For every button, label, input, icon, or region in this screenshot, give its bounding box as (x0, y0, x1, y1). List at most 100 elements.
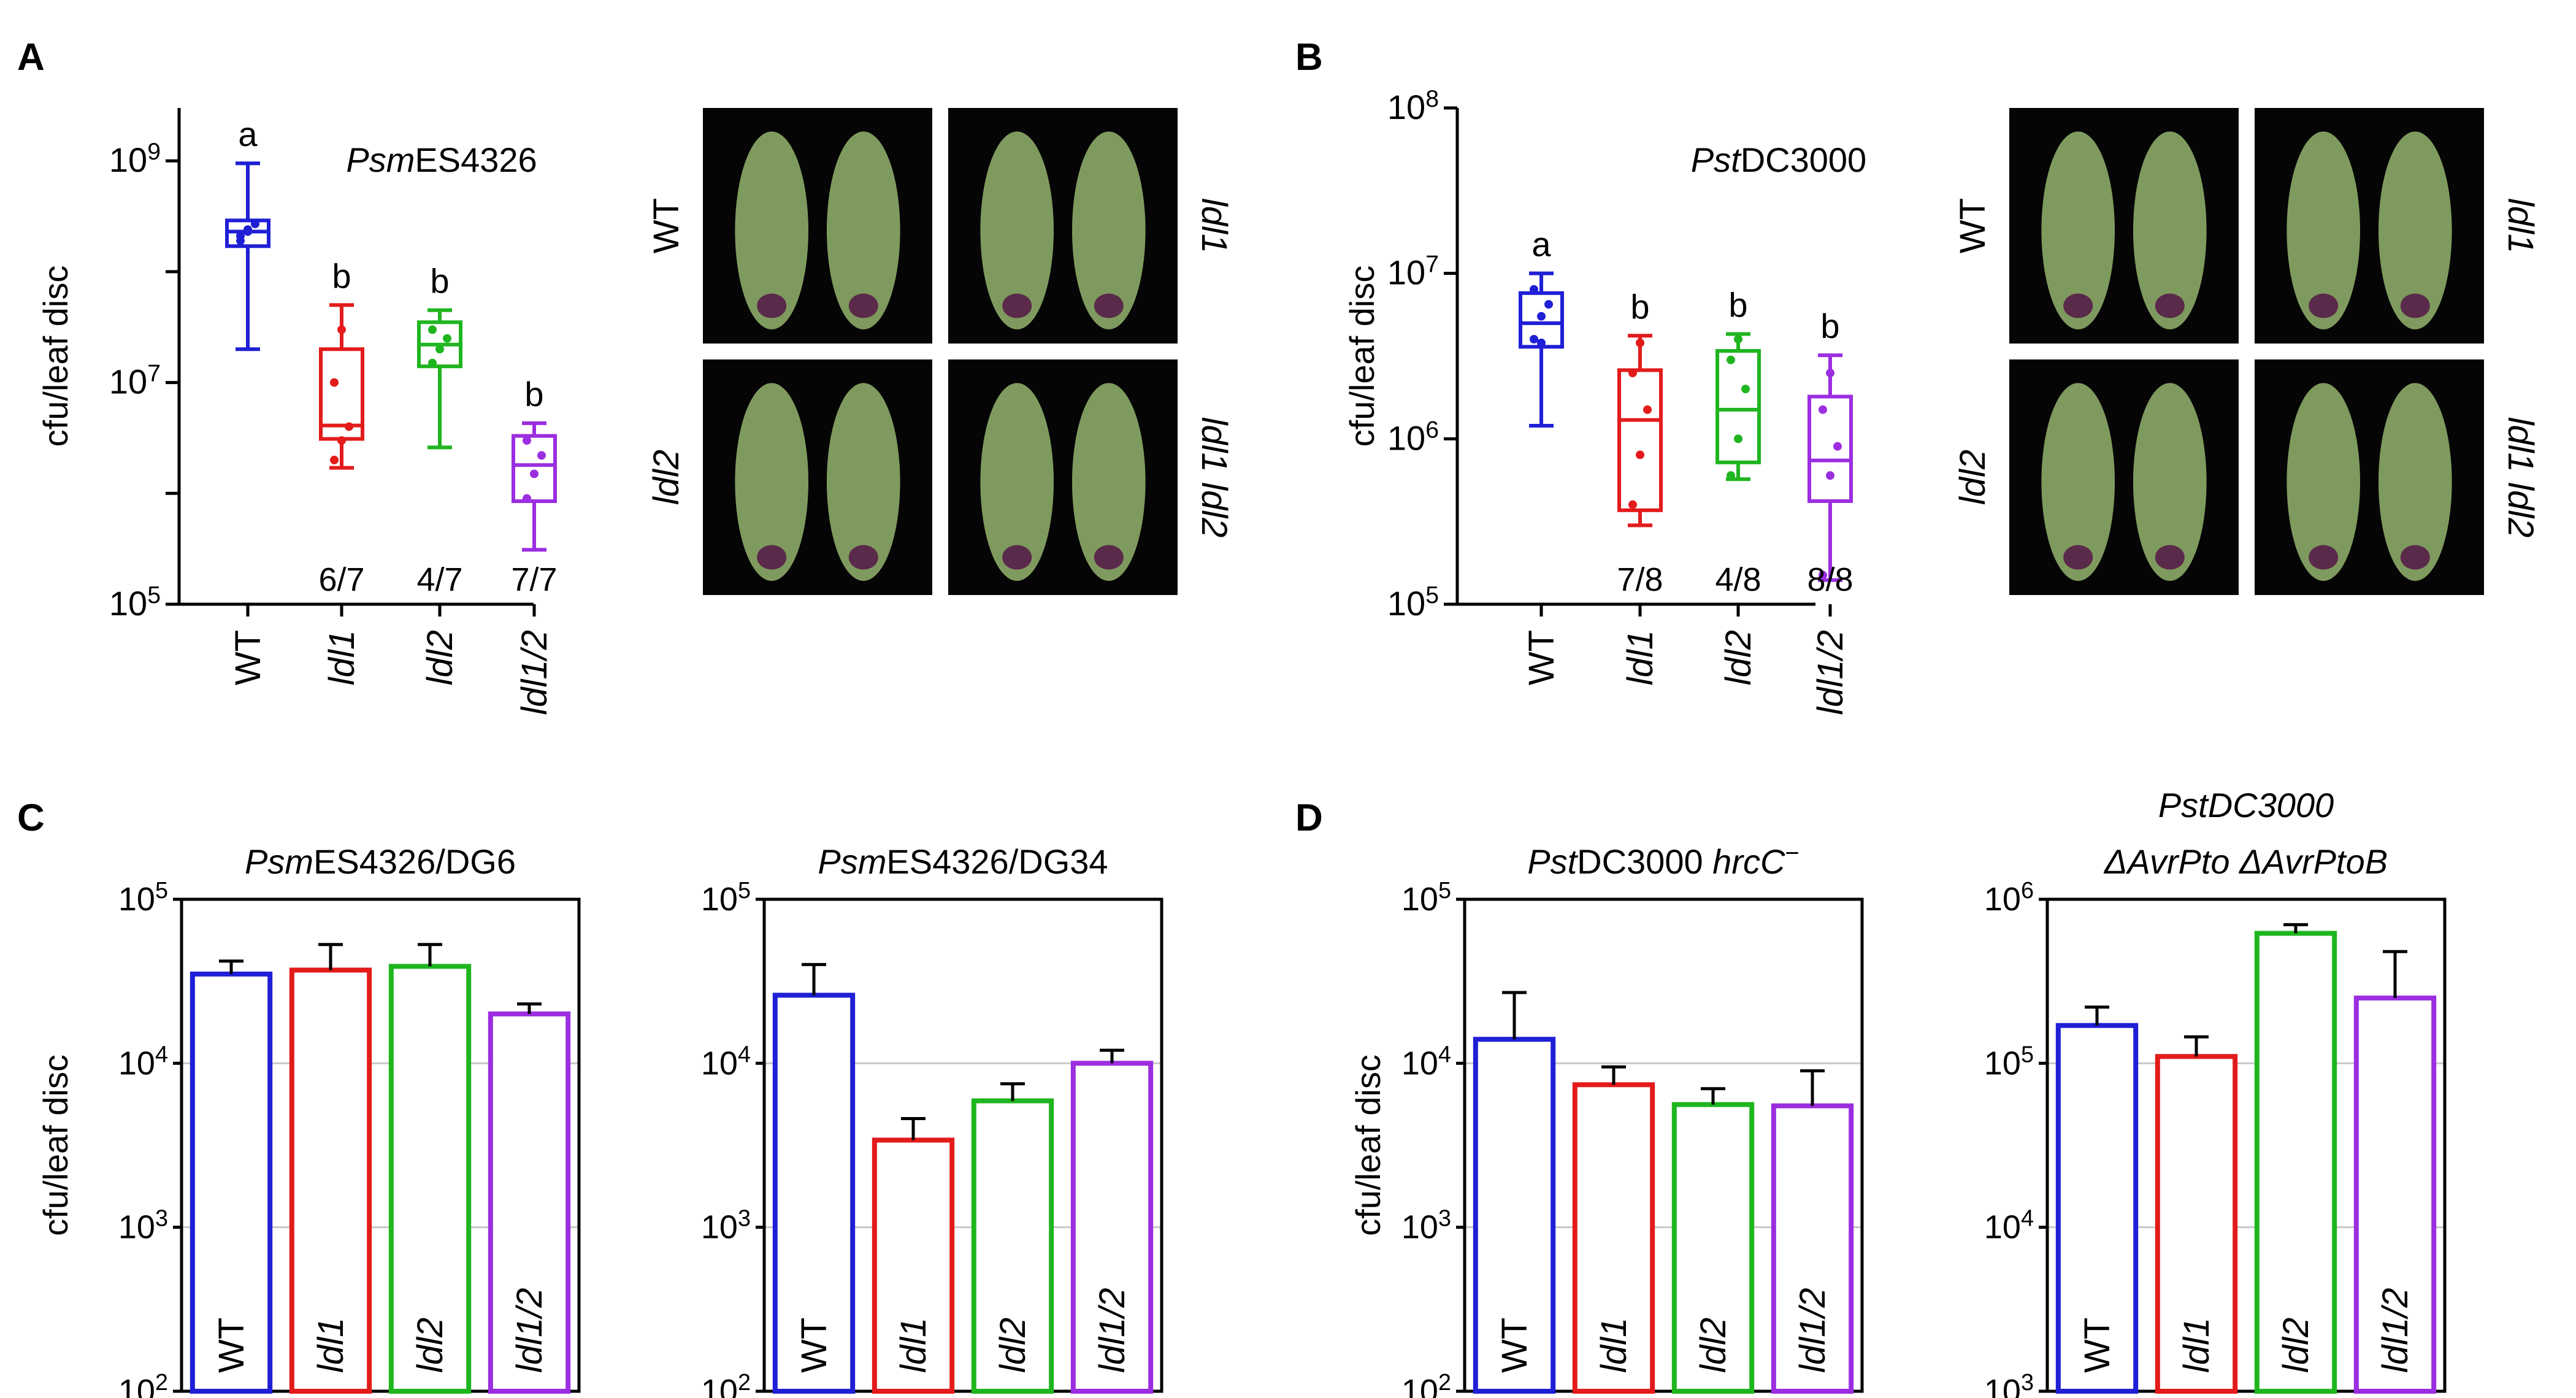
y-tick-label-A: 107 (109, 361, 161, 401)
bar-label-ldl2: ldl2 (410, 1318, 450, 1373)
leaf-shape (2287, 383, 2361, 581)
y-tick-label: 106 (1984, 878, 2034, 918)
data-point (1628, 369, 1637, 378)
bar-ldl1/2: ldl1/2 (2353, 950, 2437, 1394)
leaf-photo-4 (2255, 359, 2484, 595)
leaf-photo-3 (703, 359, 932, 595)
significance-letter: b (1630, 287, 1649, 326)
bar-label-WT: WT (1495, 1318, 1535, 1373)
x-tick-label-WT: WT (1522, 630, 1562, 685)
plot-frame (1463, 897, 1864, 1393)
bar-ldl1/2: ldl1/2 (1771, 1069, 1854, 1394)
significance-letter: b (1820, 307, 1839, 345)
photo-label-ldl2: ldl2 (646, 450, 686, 505)
y-tick-label: 105 (1984, 1042, 2034, 1081)
ratio-label: 7/7 (511, 561, 557, 598)
significance-letter: b (430, 262, 449, 301)
leaf-photo-3 (2009, 359, 2239, 595)
bar-label-ldl1/2: ldl1/2 (1092, 1288, 1132, 1373)
panel-letter-a: A (17, 36, 45, 79)
bar-label-ldl2: ldl2 (993, 1318, 1033, 1373)
bar-ldl1: ldl1 (289, 943, 372, 1394)
bar-label-ldl1: ldl1 (1594, 1318, 1634, 1373)
bar-label-WT: WT (2077, 1318, 2117, 1373)
bar-label-ldl2: ldl2 (2276, 1318, 2316, 1373)
bar-label-ldl1: ldl1 (894, 1318, 933, 1373)
data-point (443, 334, 451, 343)
y-tick-label: 104 (1984, 1206, 2034, 1246)
y-tick-label: 104 (701, 1042, 751, 1081)
leaf-lesion (1094, 293, 1124, 318)
y-axis-label-A: cfu/leaf disc (36, 266, 75, 447)
box-ldl1/2 (1807, 353, 1853, 582)
data-point (1819, 405, 1827, 414)
data-point (337, 436, 346, 445)
leaf-shape (2133, 383, 2207, 581)
bar-label-ldl1/2: ldl1/2 (510, 1288, 550, 1373)
y-tick-label: 103 (118, 1206, 168, 1246)
bar-rect (1671, 1102, 1755, 1394)
y-tick-label: 103 (1401, 1206, 1451, 1246)
plot-frame (762, 897, 1163, 1393)
leaf-photo-1 (703, 108, 932, 344)
data-point (530, 469, 539, 478)
chart-title-a: PsmES4326 (346, 140, 537, 179)
ratio-label: 4/8 (1715, 561, 1761, 598)
photo-label-ldl1-ldl2: ldl1 ldl2 (2501, 417, 2540, 538)
leaf-photo-2 (948, 108, 1178, 344)
leaf-lesion (1094, 545, 1124, 570)
significance-letter: a (1531, 225, 1551, 264)
leaf-lesion (2063, 545, 2093, 570)
leaf-lesion (848, 545, 878, 570)
x-tick-label-ldl2: ldl2 (420, 630, 460, 685)
box-WT (225, 161, 270, 351)
box-ldl1 (1617, 334, 1663, 528)
chart-title-c1: PsmES4326/DG6 (245, 842, 516, 881)
bar-rect (2155, 1054, 2238, 1394)
bar-ldl1/2: ldl1/2 (1070, 1048, 1154, 1394)
ratio-label: 8/8 (1807, 561, 1853, 598)
leaf-lesion (2400, 293, 2430, 318)
bar-label-ldl2: ldl2 (1693, 1318, 1733, 1373)
ratio-label: 6/7 (318, 561, 364, 598)
leaf-shape (2133, 131, 2207, 329)
leaf-shape (2287, 131, 2361, 329)
plot-frame (2045, 897, 2447, 1393)
bar-ldl1: ldl1 (872, 1116, 955, 1394)
x-tick-label-ldl1/2: ldl1/2 (515, 630, 554, 715)
leaf-lesion (757, 545, 787, 570)
bar-ldl2: ldl2 (388, 943, 472, 1394)
leaf-photo-4 (948, 359, 1178, 595)
y-tick-label: 103 (1984, 1370, 2034, 1398)
significance-letter: b (332, 256, 351, 295)
y-tick-label: 103 (701, 1206, 751, 1246)
data-point (337, 325, 346, 334)
bar-chart-C2: WT ldl1 ldl2 ldl1/2 (756, 897, 1163, 1394)
data-point (1826, 369, 1834, 378)
bar-rect (1771, 1103, 1854, 1394)
significance-letter: b (1728, 286, 1747, 325)
data-point (1636, 450, 1644, 459)
y-tick-label: 105 (701, 878, 751, 918)
bar-label-WT: WT (794, 1318, 834, 1373)
bar-WT: WT (2055, 1005, 2139, 1394)
bar-chart-C1: WT ldl1 ldl2 ldl1/2 (173, 897, 581, 1394)
y-tick-label-A: 105 (109, 582, 161, 623)
data-point (1537, 312, 1546, 321)
data-point (1530, 334, 1538, 344)
bar-rect (2055, 1023, 2139, 1394)
data-point (243, 227, 252, 236)
bar-ldl1/2: ldl1/2 (488, 1002, 571, 1394)
data-point (1826, 471, 1834, 480)
bar-label-ldl1: ldl1 (311, 1318, 351, 1373)
bar-rect (289, 967, 372, 1394)
data-point (1741, 385, 1750, 394)
leaf-photo-2 (2255, 108, 2484, 344)
y-tick-label-B: 105 (1387, 582, 1439, 623)
bar-ldl1: ldl1 (2155, 1035, 2238, 1394)
leaf-shape (980, 383, 1054, 581)
bar-ldl2: ldl2 (1671, 1087, 1755, 1394)
box-iqr (512, 434, 557, 504)
bar-ldl2: ldl2 (971, 1082, 1054, 1394)
leaf-shape (826, 131, 900, 329)
